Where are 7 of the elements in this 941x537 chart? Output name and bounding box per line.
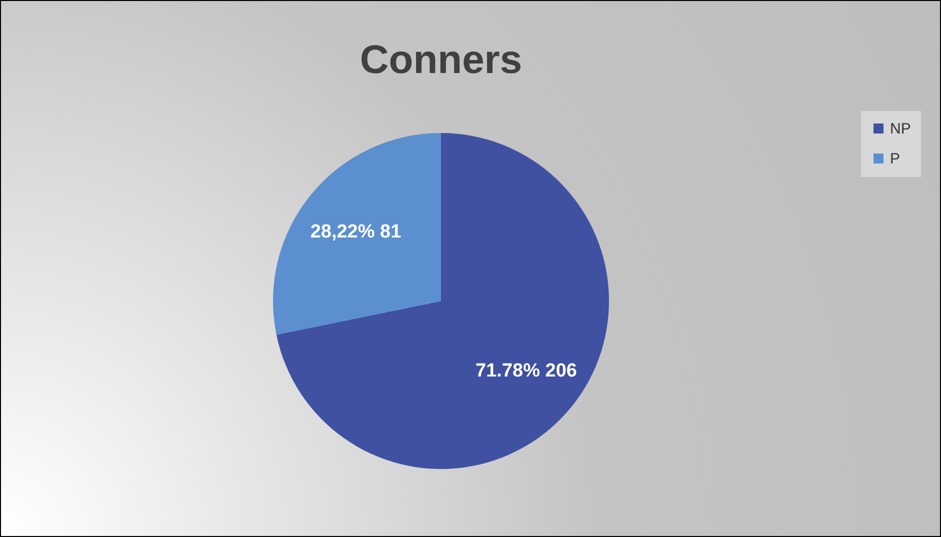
pie-slice xyxy=(273,133,441,335)
data-label: 71.78% 206 xyxy=(476,360,577,382)
legend-label: NP xyxy=(890,120,911,138)
legend-label: P xyxy=(890,150,900,168)
data-label: 28,22% 81 xyxy=(310,221,402,242)
chart-title: Conners xyxy=(360,38,522,82)
pie-slice xyxy=(276,133,609,469)
